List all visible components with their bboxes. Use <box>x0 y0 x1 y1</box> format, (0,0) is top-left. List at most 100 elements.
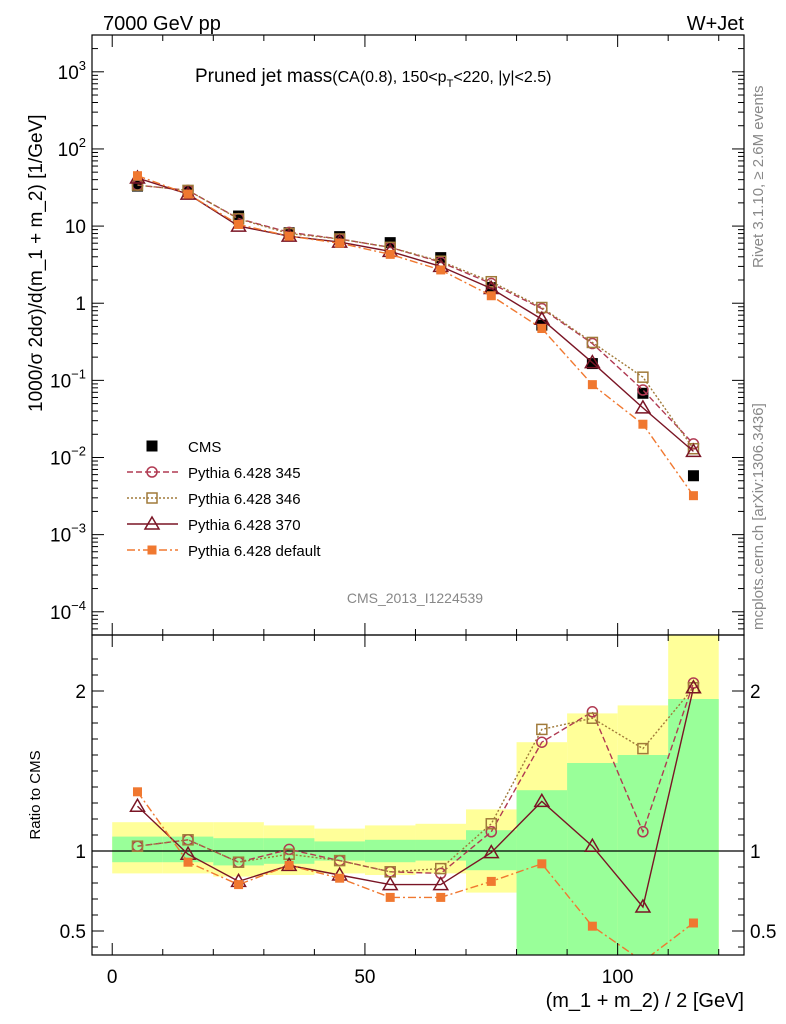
ratio-series <box>129 677 702 955</box>
ratio-point-pythia-6-428-346-75 <box>485 818 498 830</box>
legend-item-pythia-6-428-default: Pythia 6.428 default <box>127 543 321 560</box>
ratio-point-pythia-6-428-346-45 <box>333 854 346 867</box>
series-line-pythia-6-428-346 <box>137 184 695 450</box>
ratio-point-pythia-6-428-345-85 <box>536 736 548 748</box>
point-pythia-6-428-default-85 <box>537 324 547 334</box>
ratio-point-pythia-6-428-370-55 <box>381 876 399 891</box>
ratio-point-pythia-6-428-370-75 <box>482 844 500 859</box>
ratio-point-pythia-6-428-346-65 <box>434 862 447 875</box>
series-line-pythia-6-428-345 <box>137 184 694 445</box>
ratio-point-pythia-6-428-345-105 <box>637 826 649 838</box>
x-tick-label: 50 <box>354 967 375 988</box>
ratio-point-pythia-6-428-345-75 <box>485 826 498 838</box>
ratio-point-pythia-6-428-default-65 <box>436 892 446 902</box>
main-ytick-label: 10 <box>65 217 86 238</box>
point-pythia-6-428-default-55 <box>385 249 395 259</box>
ratio-ytick-label-right: 2 <box>750 682 761 703</box>
ratio-ytick-label: 0.5 <box>60 922 86 943</box>
point-pythia-6-428-370-115 <box>685 442 702 458</box>
ratio-point-pythia-6-428-346-105 <box>637 742 649 755</box>
legend: CMS Pythia 6.428 345 Pythia 6.428 346 Pythi… <box>127 439 321 560</box>
point-pythia-6-428-default-25 <box>234 219 244 229</box>
point-pythia-6-428-default-65 <box>436 265 446 275</box>
point-pythia-6-428-346-95 <box>586 336 599 349</box>
header-left: 7000 GeV pp <box>103 13 221 35</box>
band-green <box>668 699 719 955</box>
legend-label: Pythia 6.428 345 <box>188 465 301 482</box>
ratio-line-pythia-6-428-370 <box>137 687 695 909</box>
point-cms-45 <box>334 231 346 243</box>
ratio-point-pythia-6-428-370-5 <box>129 797 146 812</box>
legend-marker <box>143 515 161 530</box>
rivet-label: Rivet 3.1.10, ≥ 2.6M events <box>750 86 767 269</box>
band-green <box>516 790 568 955</box>
ratio-point-pythia-6-428-default-45 <box>335 873 345 883</box>
ratio-marks <box>129 677 702 955</box>
point-pythia-6-428-default-35 <box>284 231 294 241</box>
ratio-point-pythia-6-428-default-15 <box>183 857 193 867</box>
main-ytick-label: 10−2 <box>50 444 86 470</box>
main-ytick-label: 10−3 <box>50 521 86 547</box>
point-pythia-6-428-default-15 <box>183 189 193 199</box>
legend-label: Pythia 6.428 default <box>188 543 321 560</box>
x-axis-label: (m_1 + m_2) / 2 [GeV] <box>546 990 744 1012</box>
ratio-point-pythia-6-428-default-35 <box>284 860 294 870</box>
series-line-pythia-6-428-370 <box>137 177 694 452</box>
ratio-line-pythia-6-428-345 <box>137 682 695 875</box>
ratio-panel: 0 50 100 0.5 0.5 1 1 2 2 Ratio to CMS (m_1 + m_2… <box>27 634 776 1012</box>
ratio-point-pythia-6-428-default-55 <box>385 892 395 902</box>
legend-item-pythia-6-428-346: Pythia 6.428 346 <box>127 491 301 508</box>
analysis-watermark: CMS_2013_I1224539 <box>347 590 483 606</box>
legend-item-pythia-6-428-345: Pythia 6.428 345 <box>127 465 301 482</box>
point-pythia-6-428-default-5 <box>132 171 142 181</box>
ratio-point-pythia-6-428-370-115 <box>685 679 702 694</box>
ratio-point-pythia-6-428-default-95 <box>587 921 597 931</box>
mcplots-label: mcplots.cern.ch [arXiv:1306.3436] <box>750 403 767 630</box>
point-cms-25 <box>233 210 245 222</box>
legend-item-pythia-6-428-370: Pythia 6.428 370 <box>127 515 301 534</box>
header-right: W+Jet <box>687 13 745 35</box>
point-pythia-6-428-345-105 <box>637 384 649 396</box>
ratio-point-pythia-6-428-346-5 <box>131 840 144 852</box>
band-green <box>415 839 467 861</box>
legend-marker <box>146 466 158 478</box>
ratio-point-pythia-6-428-346-95 <box>586 712 599 724</box>
title-cuts: (CA(0.8), 150<p <box>332 69 446 86</box>
ratio-ylabel: Ratio to CMS <box>27 750 44 839</box>
ratio-line-pythia-6-428-default <box>136 791 694 955</box>
point-pythia-6-428-370-105 <box>634 399 652 414</box>
legend-label: Pythia 6.428 370 <box>188 517 301 534</box>
legend-item-cms: CMS <box>146 439 221 456</box>
legend-label: CMS <box>188 439 221 456</box>
ratio-line-pythia-6-428-346 <box>137 687 694 873</box>
point-pythia-6-428-default-45 <box>335 238 345 248</box>
title-sub: T <box>447 78 454 90</box>
point-pythia-6-428-default-115 <box>688 491 698 501</box>
title-main: Pruned jet mass <box>195 66 332 87</box>
point-cms-95 <box>586 358 598 370</box>
ratio-point-pythia-6-428-default-115 <box>688 918 698 928</box>
point-cms-105 <box>637 387 649 399</box>
main-ytick-label: 1 <box>75 294 86 315</box>
chart-title: Pruned jet mass(CA(0.8), 150<pT<220, |y|… <box>195 66 551 90</box>
ratio-point-pythia-6-428-345-95 <box>586 706 599 718</box>
main-ylabel: 1000/σ 2dσ)/d(m_1 + m_2) [1/GeV] <box>26 114 47 412</box>
legend-marker <box>146 492 158 504</box>
band-green <box>213 838 264 866</box>
band-green <box>112 836 163 863</box>
point-pythia-6-428-346-105 <box>637 371 649 383</box>
main-ytick-label: 10−4 <box>50 598 86 624</box>
ratio-point-pythia-6-428-default-75 <box>486 876 496 886</box>
ratio-point-pythia-6-428-370-95 <box>584 837 601 852</box>
ratio-point-pythia-6-428-370-85 <box>533 792 551 808</box>
point-pythia-6-428-370-95 <box>584 354 601 369</box>
main-marks <box>129 169 702 501</box>
ratio-point-pythia-6-428-default-85 <box>537 859 547 869</box>
point-pythia-6-428-default-105 <box>638 419 648 429</box>
ratio-point-pythia-6-428-370-65 <box>432 876 450 891</box>
ratio-ytick-label-right: 0.5 <box>750 922 776 943</box>
ratio-ytick-label: 2 <box>75 682 86 703</box>
point-pythia-6-428-346-75 <box>485 275 498 288</box>
